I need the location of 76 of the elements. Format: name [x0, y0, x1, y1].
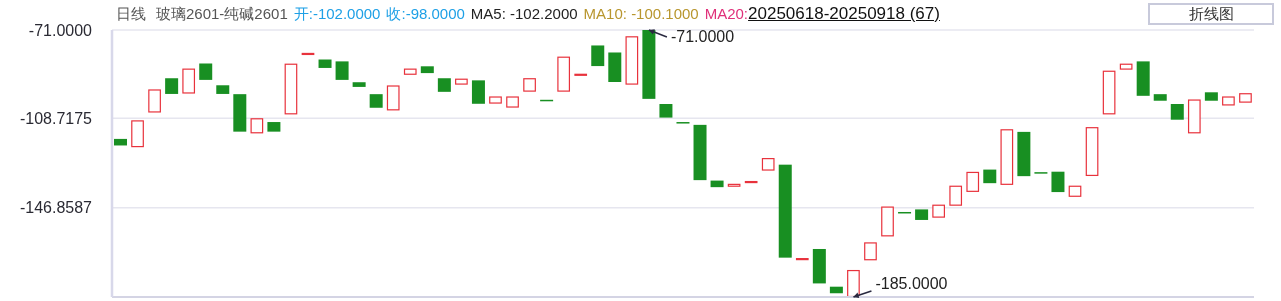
candlestick: [1222, 96, 1235, 106]
candlestick: [1085, 127, 1099, 177]
candlestick: [1136, 61, 1150, 96]
y-tick-label: -146.8587: [19, 199, 93, 217]
candlestick: [216, 85, 230, 94]
candlestick: [114, 138, 127, 146]
y-tick-label: -71.0000: [28, 21, 93, 39]
toggle-button: 折线图: [1148, 3, 1274, 25]
candlestick: [795, 258, 809, 261]
candlestick: [1170, 104, 1184, 120]
candlestick: [693, 124, 707, 181]
candlestick: [1051, 171, 1065, 193]
candlestick: [1017, 131, 1031, 177]
candlestick: [625, 36, 639, 85]
candlestick: [847, 269, 860, 297]
candlestick: [1119, 63, 1133, 70]
y-tick-label: -108.7175: [19, 110, 93, 128]
candlestick: [233, 94, 247, 132]
candlestick: [932, 204, 945, 218]
candlestick: [437, 78, 451, 92]
candlestick: [318, 59, 332, 68]
candlestick: [250, 118, 264, 134]
annotation: -71.0000: [670, 28, 735, 45]
candlestick: [642, 30, 656, 99]
candlestick: [523, 78, 536, 92]
candlestick: [1204, 92, 1218, 101]
candlestick: [267, 122, 281, 132]
candlestick: [1239, 93, 1252, 103]
candlestick: [966, 171, 980, 192]
candlestick: [335, 61, 349, 80]
candlestick: [1153, 94, 1167, 101]
candlestick: [574, 73, 588, 76]
candlestick: [915, 209, 929, 220]
candlestick: [812, 248, 826, 284]
candlestick: [165, 78, 179, 94]
chart-title: 日线: [116, 5, 146, 24]
candlestick: [131, 120, 144, 148]
candlestick: [659, 104, 673, 118]
candlestick: [1187, 99, 1201, 134]
candlestick: [949, 185, 963, 206]
text: 20250618-20250918 (67): [748, 4, 940, 24]
candlestick: [983, 169, 997, 184]
candlestick: [386, 85, 400, 111]
candlestick: [591, 45, 605, 67]
candlestick: [608, 52, 622, 82]
candlestick: [199, 63, 213, 80]
candlestick: [182, 68, 196, 94]
candlestick: [369, 94, 383, 108]
text: 收:-98.0000: [386, 5, 465, 24]
candlestick: [471, 80, 485, 104]
candlestick: [489, 96, 502, 104]
text: 开:-102.0000: [293, 5, 381, 24]
candlestick: [506, 96, 519, 108]
candlestick: [403, 68, 417, 75]
text: MA20:: [704, 5, 749, 22]
candlestick: [455, 78, 468, 85]
candlestick: [744, 180, 758, 184]
candlestick: [881, 206, 894, 237]
candlestick: [1102, 70, 1116, 115]
candlestick: [284, 63, 298, 115]
candlestick: [1068, 185, 1082, 197]
text: MA10: -100.1000: [583, 5, 699, 22]
candlestick: [829, 286, 843, 294]
chart-subtitle: 玻璃2601-纯碱2601: [156, 5, 288, 24]
candlestick: [710, 180, 724, 188]
candlestick: [1000, 129, 1014, 185]
candlestick: [420, 66, 434, 74]
annotation: -185.0000: [875, 275, 948, 292]
candlestick: [864, 242, 877, 261]
candlestick: [557, 56, 571, 92]
candlestick: [148, 89, 161, 113]
candlestick: [761, 158, 775, 171]
candlestick: [727, 183, 741, 187]
text: MA5: -102.2000: [470, 5, 578, 22]
candlestick: [352, 82, 366, 87]
candlestick: [778, 164, 792, 258]
